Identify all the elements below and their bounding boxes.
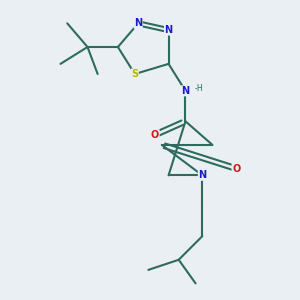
Text: N: N [134,18,142,28]
Text: -H: -H [195,84,204,93]
Text: N: N [182,86,190,96]
Text: O: O [151,130,159,140]
Text: O: O [232,164,240,174]
Text: S: S [131,69,138,79]
Text: N: N [198,170,206,180]
Text: N: N [164,25,172,35]
